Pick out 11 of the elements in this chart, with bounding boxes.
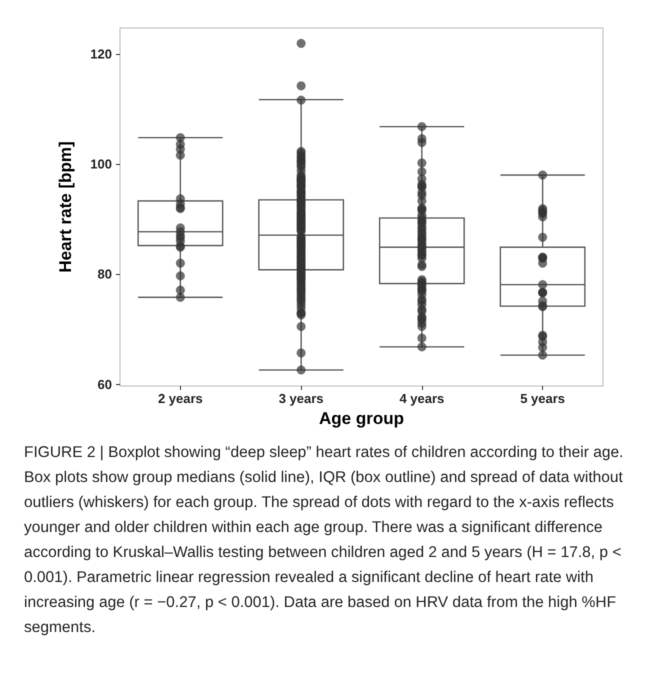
x-tick-label: 5 years (520, 391, 566, 406)
y-tick-label: 60 (98, 376, 112, 392)
x-tick-label: 3 years (278, 391, 324, 406)
y-tick-label: 80 (98, 266, 112, 282)
y-tick-label: 100 (90, 156, 112, 172)
caption: FIGURE 2 | Boxplot showing “deep sleep” heart rates of children according to their age. Box plots show group medians (solid line), IQR (box outline) and spread of data without outliers (whiskers) for each group. The spread of dots with regard to the x-axis reflects younger and older children within each age group. There was a significant difference according to Kruskal–Wallis testing between children aged 2 and 5 years (H = 17.8, p < 0.001). Parametric linear regression revealed a significant decline of heart rate with increasing age (r = −0.27, p < 0.001). Data are based on HRV data from the high %HF segments. (23, 443, 624, 638)
x-tick-label: 4 years (399, 391, 444, 406)
y-tick-label: 120 (90, 46, 112, 62)
x-tick-label: 2 years (158, 391, 203, 406)
y-axis-title: Heart rate [bpm] (56, 141, 75, 273)
x-axis-title: Age group (319, 409, 404, 428)
